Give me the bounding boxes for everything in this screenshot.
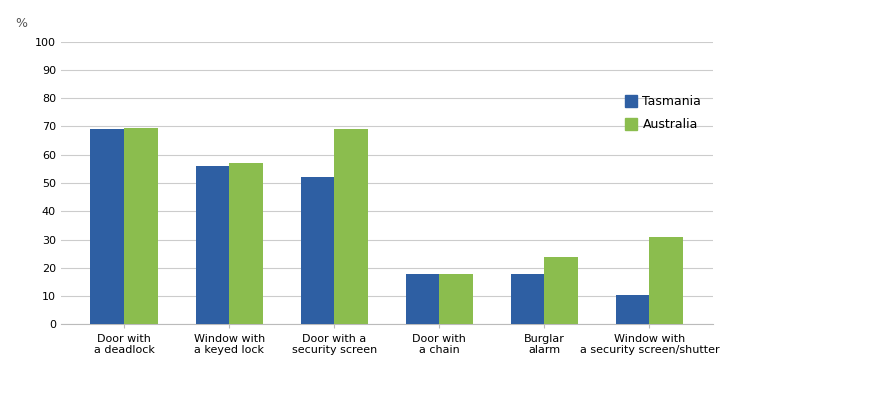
Bar <box>406 274 439 324</box>
Bar <box>301 177 335 324</box>
Bar <box>511 274 544 324</box>
Bar <box>335 129 368 324</box>
Text: %: % <box>16 17 27 30</box>
Bar <box>124 128 157 324</box>
Bar <box>544 257 578 324</box>
Legend: Tasmania, Australia: Tasmania, Australia <box>620 90 706 136</box>
Bar <box>649 237 683 324</box>
Bar <box>439 274 473 324</box>
Bar <box>229 163 262 324</box>
Bar <box>90 129 124 324</box>
Bar <box>196 166 229 324</box>
Bar <box>616 295 649 324</box>
